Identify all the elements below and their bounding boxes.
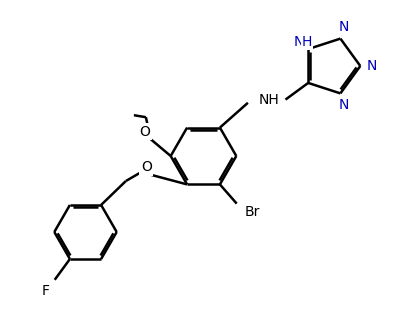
- Text: NH: NH: [258, 93, 279, 107]
- Text: N: N: [339, 98, 349, 112]
- Text: O: O: [140, 124, 151, 139]
- Text: Br: Br: [244, 205, 260, 219]
- Text: N: N: [339, 20, 349, 34]
- Text: H: H: [302, 35, 312, 49]
- Text: O: O: [141, 160, 152, 174]
- Text: F: F: [42, 284, 50, 298]
- Text: N: N: [367, 59, 378, 73]
- Text: N: N: [293, 35, 304, 49]
